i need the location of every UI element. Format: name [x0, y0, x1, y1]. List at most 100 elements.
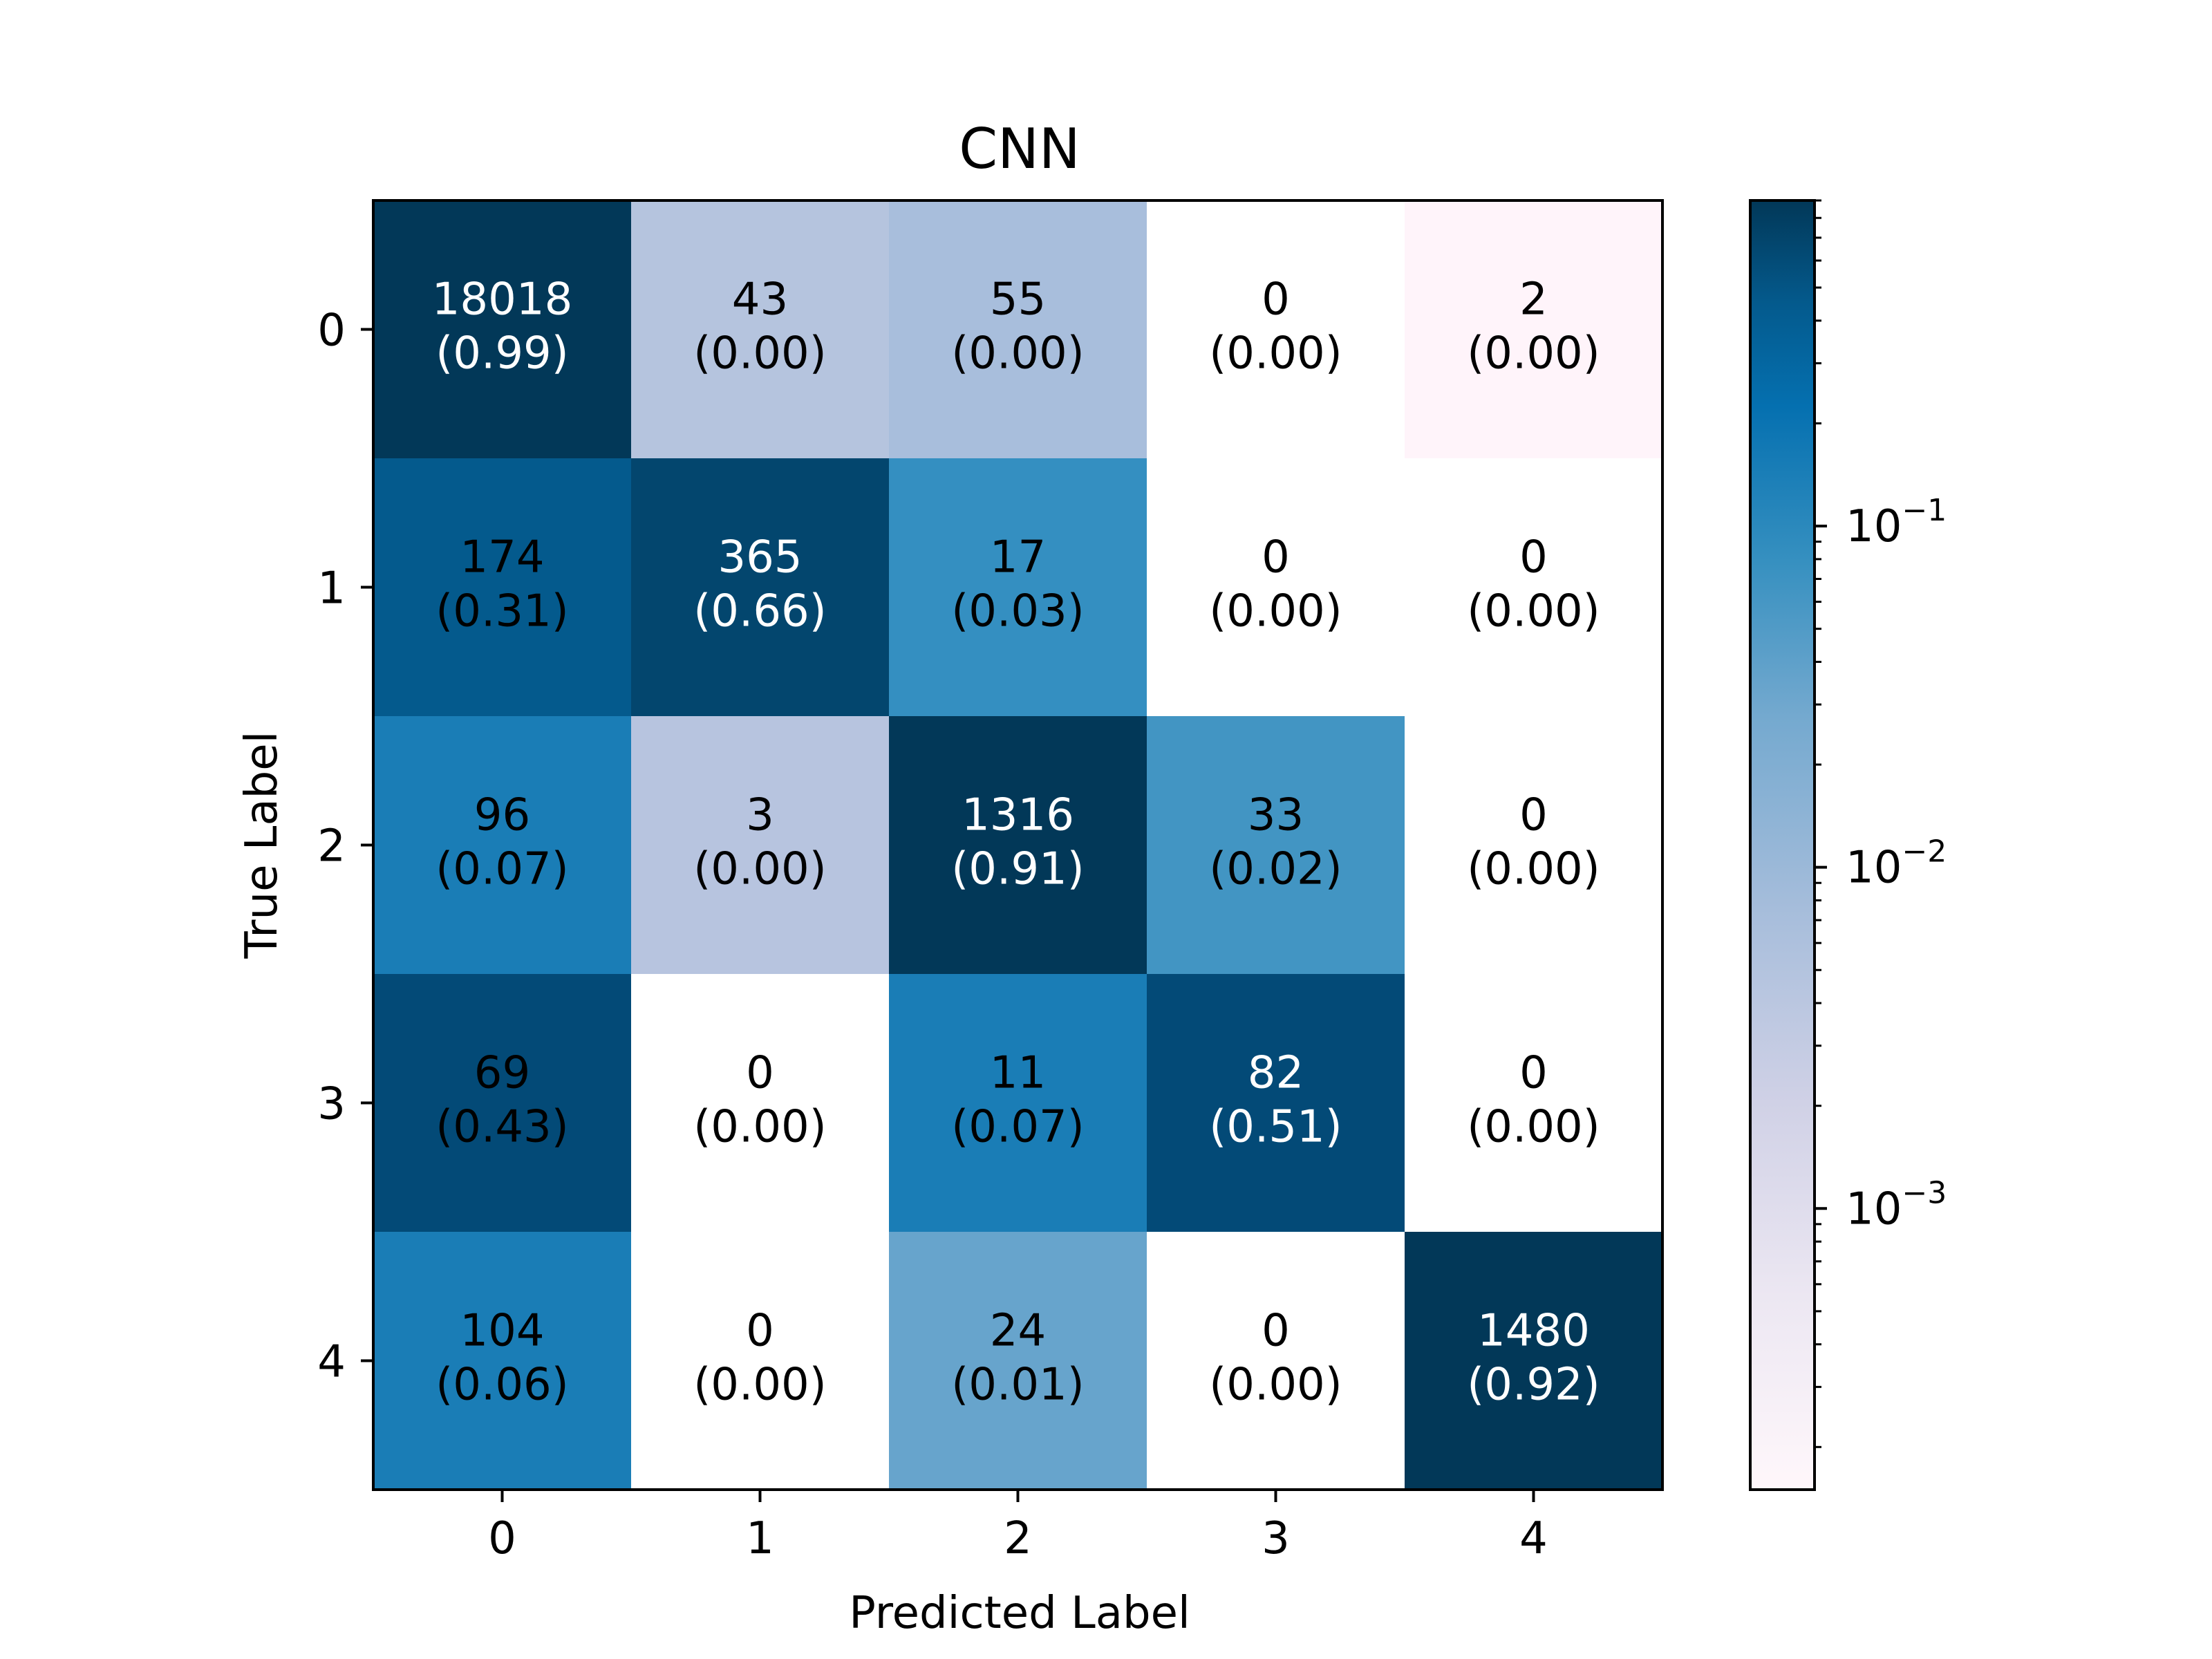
heatmap-cell-3-4 [1405, 974, 1663, 1232]
x-tick-label: 2 [1004, 1513, 1032, 1564]
cell-normalized-4-4: (0.92) [1467, 1360, 1600, 1411]
cell-normalized-0-4: (0.00) [1467, 328, 1600, 379]
cell-normalized-2-3: (0.02) [1209, 844, 1342, 895]
cell-count-4-2: 24 [990, 1306, 1046, 1357]
heatmap-cell-0-3 [1147, 200, 1405, 459]
heatmap-cell-3-0 [373, 974, 632, 1232]
cell-count-1-1: 365 [718, 532, 802, 583]
heatmap-cell-4-3 [1147, 1232, 1405, 1490]
x-axis-label: Predicted Label [849, 1588, 1190, 1639]
cell-normalized-1-3: (0.00) [1209, 586, 1342, 637]
cell-normalized-3-4: (0.00) [1467, 1102, 1600, 1153]
cell-count-2-4: 0 [1519, 790, 1548, 841]
colorbar-frame [1749, 199, 1816, 1491]
x-tick-label: 1 [746, 1513, 774, 1564]
heatmap-cell-4-2 [889, 1232, 1147, 1490]
cell-count-1-4: 0 [1519, 532, 1548, 583]
heatmap-cell-0-0 [373, 200, 632, 459]
heatmap-cells [373, 200, 1663, 1490]
heatmap-cell-1-1 [631, 458, 890, 717]
cell-normalized-1-4: (0.00) [1467, 586, 1600, 637]
cell-normalized-1-1: (0.66) [693, 586, 826, 637]
heatmap-cell-2-3 [1147, 716, 1405, 975]
heatmap-cell-2-1 [631, 716, 890, 975]
x-tick-label: 3 [1262, 1513, 1290, 1564]
cell-count-0-2: 55 [990, 274, 1046, 326]
cell-count-4-1: 0 [746, 1306, 774, 1357]
cell-count-2-0: 96 [474, 790, 530, 841]
cell-normalized-4-0: (0.06) [435, 1360, 568, 1411]
heatmap-cell-4-0 [373, 1232, 632, 1490]
heatmap-cell-4-1 [631, 1232, 890, 1490]
colorbar-tick-label: 10−2 [1846, 834, 1947, 894]
chart-title: CNN [959, 117, 1080, 181]
cell-normalized-2-2: (0.91) [951, 844, 1084, 895]
cell-normalized-0-1: (0.00) [693, 328, 826, 379]
colorbar-tick-label: 10−3 [1846, 1175, 1947, 1235]
cell-count-3-3: 82 [1248, 1048, 1304, 1099]
cell-normalized-3-3: (0.51) [1209, 1102, 1342, 1153]
heatmap-cell-4-4 [1405, 1232, 1663, 1490]
cell-count-3-1: 0 [746, 1048, 774, 1099]
cell-count-2-2: 1316 [962, 790, 1074, 841]
cell-normalized-2-1: (0.00) [693, 844, 826, 895]
y-tick-label: 0 [317, 306, 346, 357]
heatmap-cell-1-3 [1147, 458, 1405, 717]
cell-normalized-0-2: (0.00) [951, 328, 1084, 379]
x-axis-ticks: 0 1 2 3 4 [488, 1490, 1548, 1564]
cell-normalized-1-2: (0.03) [951, 586, 1084, 637]
x-tick-label: 4 [1519, 1513, 1548, 1564]
cell-count-3-2: 11 [990, 1048, 1046, 1099]
y-tick-label: 2 [317, 821, 346, 872]
y-axis-ticks: 0 1 2 3 4 [317, 306, 373, 1388]
cell-normalized-2-0: (0.07) [435, 844, 568, 895]
heatmap-cell-3-2 [889, 974, 1147, 1232]
cell-normalized-0-0: (0.99) [435, 328, 568, 379]
cell-count-2-1: 3 [746, 790, 774, 841]
cell-normalized-4-2: (0.01) [951, 1360, 1084, 1411]
cell-normalized-2-4: (0.00) [1467, 844, 1600, 895]
cell-count-3-4: 0 [1519, 1048, 1548, 1099]
cell-count-4-3: 0 [1262, 1306, 1290, 1357]
cell-normalized-3-2: (0.07) [951, 1102, 1084, 1153]
heatmap-cell-1-2 [889, 458, 1147, 717]
cell-normalized-3-1: (0.00) [693, 1102, 826, 1153]
cell-count-4-4: 1480 [1477, 1306, 1590, 1357]
x-tick-label: 0 [488, 1513, 516, 1564]
cell-count-4-0: 104 [460, 1306, 544, 1357]
cell-count-0-0: 18018 [432, 274, 573, 326]
heatmap-cell-2-2 [889, 716, 1147, 975]
cell-count-0-1: 43 [732, 274, 788, 326]
cell-count-1-3: 0 [1262, 532, 1290, 583]
heatmap-cell-2-4 [1405, 716, 1663, 975]
y-tick-label: 1 [317, 563, 346, 615]
colorbar-ticks: 10−1 10−2 10−3 [1815, 199, 1947, 1448]
cell-normalized-3-0: (0.43) [435, 1102, 568, 1153]
y-tick-label: 4 [317, 1337, 346, 1388]
cell-normalized-1-0: (0.31) [435, 586, 568, 637]
cell-count-0-3: 0 [1262, 274, 1290, 326]
heatmap-cell-0-4 [1405, 200, 1663, 459]
cell-normalized-4-1: (0.00) [693, 1360, 826, 1411]
cell-count-3-0: 69 [474, 1048, 530, 1099]
heatmap-cell-1-0 [373, 458, 632, 717]
cell-count-1-2: 17 [990, 532, 1046, 583]
heatmap-cell-0-2 [889, 200, 1147, 459]
cell-normalized-4-3: (0.00) [1209, 1360, 1342, 1411]
heatmap-cell-3-1 [631, 974, 890, 1232]
cell-count-1-0: 174 [460, 532, 544, 583]
heatmap-cell-2-0 [373, 716, 632, 975]
cell-normalized-0-3: (0.00) [1209, 328, 1342, 379]
y-tick-label: 3 [317, 1079, 346, 1130]
heatmap-cell-3-3 [1147, 974, 1405, 1232]
heatmap-cell-0-1 [631, 200, 890, 459]
heatmap-cell-1-4 [1405, 458, 1663, 717]
cell-count-2-3: 33 [1248, 790, 1304, 841]
y-axis-label: True Label [236, 731, 288, 959]
colorbar: 10−1 10−2 10−3 [1749, 199, 1947, 1491]
heatmap-cell-labels: 18018(0.99)43(0.00)55(0.00)0(0.00)2(0.00… [432, 274, 1600, 1411]
cell-count-0-4: 2 [1519, 274, 1548, 326]
colorbar-tick-label: 10−1 [1846, 493, 1947, 552]
colorbar-gradient [1750, 200, 1815, 1490]
